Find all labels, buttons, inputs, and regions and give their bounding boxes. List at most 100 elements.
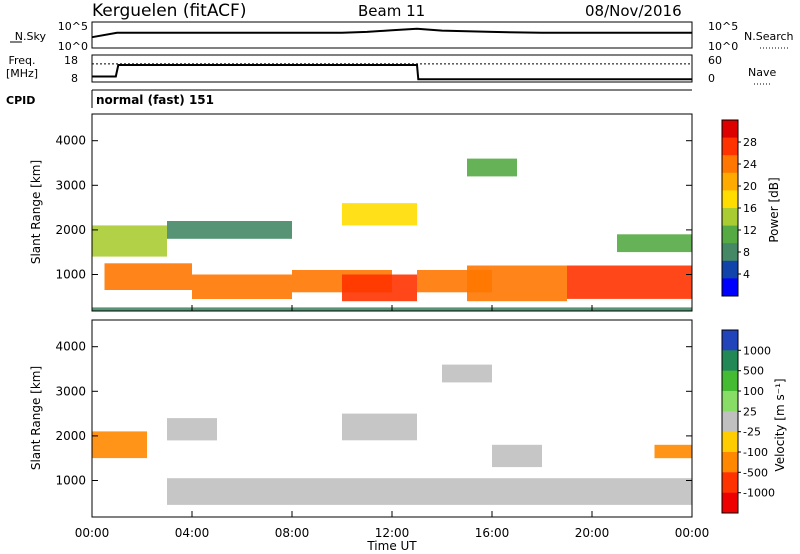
cpid-panel: CPID normal (fast) 151 <box>6 89 692 108</box>
freq-tick-right-bottom: 0 <box>708 72 715 85</box>
power-colorbar-tick-label-3: 16 <box>743 202 757 215</box>
velocity-colorbar-swatch-4 <box>722 411 738 433</box>
freq-tick-right-top: 60 <box>708 54 722 67</box>
velocity-ytick-label-3: 1000 <box>55 474 86 488</box>
beam-title: Beam 11 <box>358 2 425 20</box>
noise-tick-left-bottom: 10^0 <box>58 40 88 53</box>
vel-marks-cell-2 <box>167 418 217 441</box>
velocity-ytick-label-1: 3000 <box>55 384 86 398</box>
time-tick-label-4: 16:00 <box>475 526 510 540</box>
noise-tick-left-top: 10^5 <box>58 20 88 33</box>
power-marks-cell-1 <box>104 263 192 290</box>
velocity-colorbar-swatch-6 <box>722 452 738 473</box>
velocity-colorbar-tick-label-2: 100 <box>743 385 764 398</box>
velocity-colorbar-swatch-1 <box>722 350 738 372</box>
velocity-y-ticks: 4000 3000 2000 1000 <box>55 340 692 488</box>
power-colorbar-swatch-0 <box>722 120 738 139</box>
velocity-colorbar-tick-label-3: 25 <box>743 405 757 418</box>
velocity-colorbar-tick-label-0: 1000 <box>743 344 771 357</box>
velocity-colorbar-tick-label-4: -25 <box>743 426 761 439</box>
power-colorbar-tick-label-6: 4 <box>743 268 750 281</box>
power-colorbar: 28 24 20 16 12 8 4 <box>721 119 757 297</box>
noise-panel-frame <box>91 21 693 49</box>
freq-series <box>92 64 692 81</box>
velocity-colorbar-swatch-3 <box>722 391 738 412</box>
power-colorbar-swatch-9 <box>722 278 738 297</box>
power-colorbar-swatch-1 <box>722 137 738 156</box>
freq-label-1: Freq. <box>8 54 35 67</box>
time-tick-label-3: 12:00 <box>375 526 410 540</box>
velocity-colorbar-swatch-0 <box>722 330 738 351</box>
power-colorbar-swatch-2 <box>722 155 738 174</box>
power-colorbar-tick-label-1: 24 <box>743 158 757 171</box>
cpid-label: CPID <box>6 94 35 107</box>
power-colorbar-swatch-6 <box>722 225 738 244</box>
freq-tick-left-top: 18 <box>64 54 78 67</box>
noise-left-label: N.Sky <box>15 30 47 43</box>
velocity-colorbar-tick-label-5: -100 <box>743 446 768 459</box>
noise-series <box>91 27 692 39</box>
power-marks-cell-8 <box>92 225 167 257</box>
velocity-colorbar-frame <box>721 329 739 514</box>
velocity-panel: 4000 3000 2000 1000 Slant Range [km] 1000 50… <box>29 319 787 518</box>
power-colorbar-swatch-8 <box>722 260 738 279</box>
freq-panel: Freq. [MHz] 18 8 60 0 Nave <box>6 54 777 85</box>
velocity-colorbar-label: Velocity [m s⁻¹] <box>773 378 787 471</box>
velocity-colorbar-tick-label-6: -500 <box>743 466 768 479</box>
freq-label-2: [MHz] <box>6 67 38 80</box>
power-colorbar-swatch-5 <box>722 208 738 227</box>
velocity-colorbar-swatch-5 <box>722 431 738 453</box>
time-tick-label-6: 00:00 <box>675 526 710 540</box>
power-marks-cell-4 <box>342 274 417 302</box>
velocity-ytick-label-2: 2000 <box>55 429 86 443</box>
power-colorbar-label: Power [dB] <box>767 177 781 242</box>
power-colorbar-tick-label-0: 28 <box>743 136 757 149</box>
vel-marks-cell-0 <box>167 478 692 505</box>
velocity-colorbar-swatch-2 <box>722 370 738 392</box>
power-colorbar-swatch-4 <box>722 190 738 209</box>
power-marks-cell-2 <box>192 274 292 299</box>
power-colorbar-swatch-7 <box>722 243 738 262</box>
power-colorbar-tick-label-2: 20 <box>743 180 757 193</box>
velocity-heatmap <box>92 364 692 505</box>
power-colorbar-tick-label-5: 8 <box>743 246 750 259</box>
noise-tick-right-bottom: 10^0 <box>708 40 738 53</box>
vel-marks-cell-1 <box>92 431 147 459</box>
power-marks-cell-9 <box>167 221 292 239</box>
cpid-value: normal (fast) 151 <box>96 93 214 107</box>
velocity-colorbar-tick-label-1: 500 <box>743 365 764 378</box>
power-y-ticks: 4000 3000 2000 1000 <box>55 134 692 282</box>
time-axis: 00:00 04:00 08:00 12:00 16:00 20:00 00:00 <box>75 305 710 540</box>
velocity-colorbar-tick-label-7: -1000 <box>743 487 775 500</box>
date-title: 08/Nov/2016 <box>585 2 682 20</box>
vel-marks-cell-3 <box>342 413 417 441</box>
velocity-colorbar-swatch-7 <box>722 472 738 494</box>
vel-marks-cell-5 <box>654 444 692 459</box>
power-marks-cell-6 <box>467 265 567 302</box>
vel-marks-cell-6 <box>442 364 492 383</box>
time-tick-label-2: 08:00 <box>275 526 310 540</box>
velocity-colorbar: 1000 500 100 25 -25 -100 -500 -1000 <box>721 329 775 514</box>
freq-panel-frame <box>91 54 693 83</box>
nave-label: Nave <box>748 66 776 79</box>
power-heatmap <box>92 158 692 311</box>
power-colorbar-swatch-3 <box>722 172 738 191</box>
vel-marks-cell-4 <box>492 444 542 468</box>
power-marks-cell-11 <box>467 158 517 177</box>
velocity-ytick-label-0: 4000 <box>55 340 86 354</box>
freq-tick-left-bottom: 8 <box>71 72 78 85</box>
power-marks-cell-10 <box>342 203 417 226</box>
noise-tick-right-top: 10^5 <box>708 20 738 33</box>
velocity-y-label: Slant Range [km] <box>29 366 43 470</box>
power-panel: 4000 3000 2000 1000 Slant Range [km] 28 24 20… <box>29 113 781 312</box>
noise-right-label: N.Search <box>744 30 794 43</box>
power-ytick-label-0: 4000 <box>55 134 86 148</box>
time-tick-label-5: 20:00 <box>575 526 610 540</box>
time-axis-label: Time UT <box>366 539 417 553</box>
power-marks-cell-12 <box>617 234 692 253</box>
power-ytick-label-2: 2000 <box>55 223 86 237</box>
noise-panel: N.Sky 10^5 10^0 10^5 10^0 N.Search <box>10 20 794 53</box>
power-y-label: Slant Range [km] <box>29 160 43 264</box>
power-colorbar-tick-label-4: 12 <box>743 224 757 237</box>
